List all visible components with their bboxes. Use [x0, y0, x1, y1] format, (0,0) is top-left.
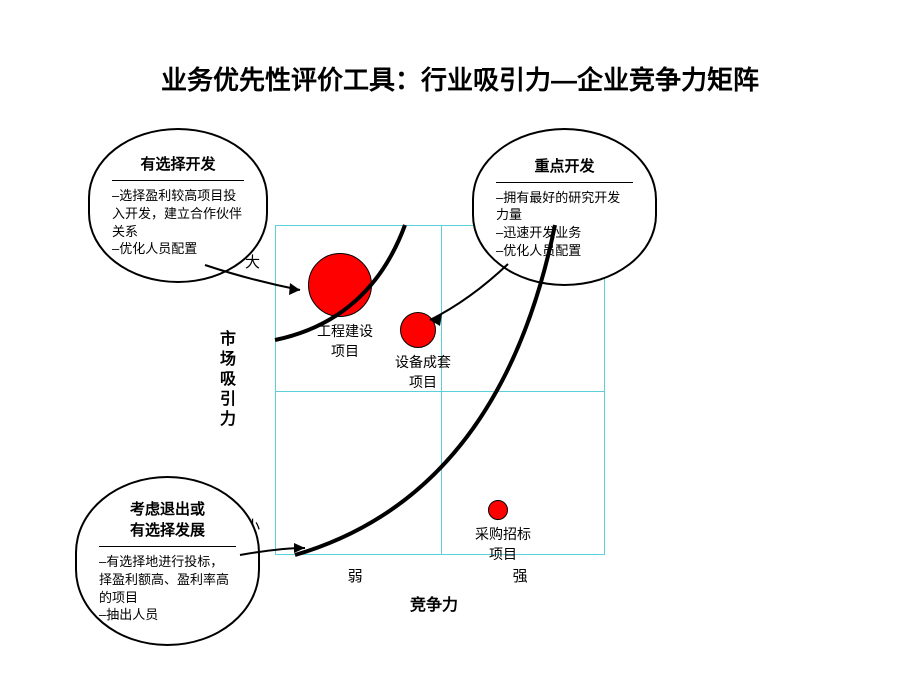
callout-title: 有选择开发 [112, 153, 244, 174]
callout-body: –选择盈利较高项目投入开发，建立合作伙伴关系–优化人员配置 [112, 187, 244, 257]
callout-title: 考虑退出或 有选择发展 [99, 498, 236, 540]
callout-title-l1: 考虑退出或 [130, 501, 205, 518]
x-tick-high: 强 [513, 565, 528, 586]
bubble-label-equipment: 设备成套项目 [378, 352, 468, 392]
callout-title: 重点开发 [496, 155, 633, 176]
callout-selective-dev: 有选择开发 –选择盈利较高项目投入开发，建立合作伙伴关系–优化人员配置 [88, 128, 268, 283]
bubble-engineering [308, 253, 372, 317]
bubble-equipment [400, 312, 436, 348]
bubble-label-engineering: 工程建设项目 [300, 321, 390, 361]
y-axis-label: 市场吸引力 [213, 330, 237, 430]
bubble-label-procurement: 采购招标项目 [458, 524, 548, 564]
page-title: 业务优先性评价工具：行业吸引力—企业竞争力矩阵 [40, 60, 880, 97]
x-tick-low: 弱 [348, 565, 363, 586]
bubble-procurement [488, 500, 508, 520]
divider [99, 546, 236, 547]
x-axis-label: 竞争力 [410, 591, 458, 615]
callout-body: –有选择地进行投标，择盈利额高、盈利率高的项目–抽出人员 [99, 553, 236, 623]
callout-body: –拥有最好的研究开发力量–迅速开发业务–优化人员配置 [496, 189, 633, 259]
callout-title-l2: 有选择发展 [130, 522, 205, 539]
callout-focus-dev: 重点开发 –拥有最好的研究开发力量–迅速开发业务–优化人员配置 [472, 128, 657, 286]
callout-exit-selective: 考虑退出或 有选择发展 –有选择地进行投标，择盈利额高、盈利率高的项目–抽出人员 [75, 476, 260, 646]
divider [496, 182, 633, 183]
divider [112, 180, 244, 181]
